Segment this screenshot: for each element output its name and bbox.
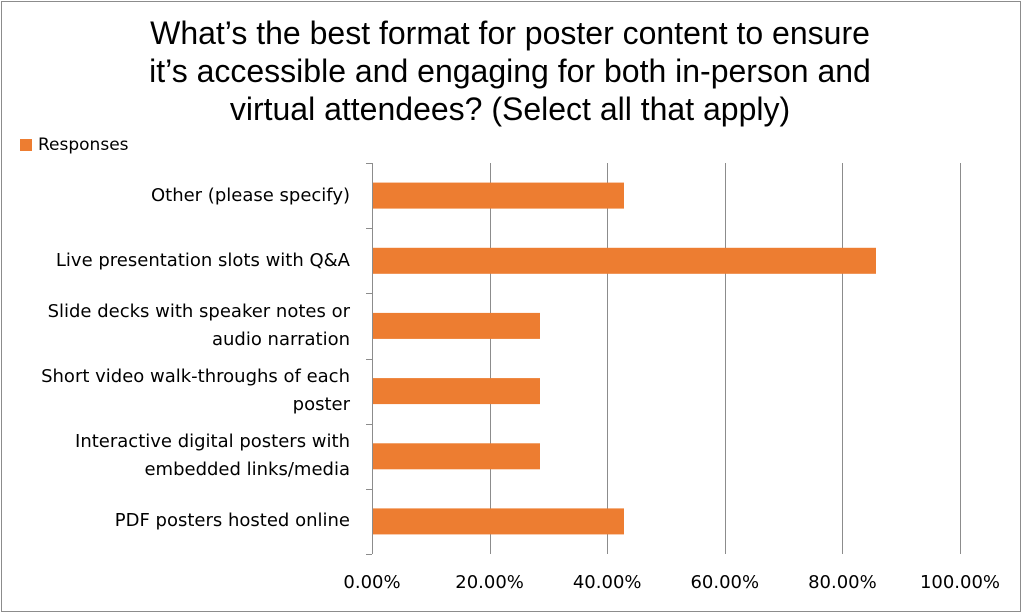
bar [373,247,876,274]
bar [373,508,624,535]
x-tick-label: 100.00% [919,572,1001,593]
chart-legend: Responses [20,134,129,156]
chart-title: What’s the best format for poster conten… [80,14,940,128]
category-label-line: Slide decks with speaker notes or [47,300,350,322]
category-label-line: embedded links/media [144,459,350,481]
category-label-line: Other (please specify) [150,184,350,206]
x-tick-label: 60.00% [690,572,760,593]
category-label-line: PDF posters hosted online [114,510,350,532]
category-label: Live presentation slots with Q&A [0,247,350,275]
category-label: Slide decks with speaker notes or audio n… [0,298,350,354]
category-label: PDF posters hosted online [0,507,350,535]
bar [373,312,540,339]
category-label: Other (please specify) [0,182,350,210]
bar [373,182,624,209]
x-tick-label: 40.00% [572,572,642,593]
chart-title-line-2: it’s accessible and engaging for both in… [149,53,871,89]
x-tick-label: 0.00% [343,572,401,593]
chart-title-line-1: What’s the best format for poster conten… [150,15,870,51]
chart-title-line-3: virtual attendees? (Select all that appl… [229,91,791,127]
category-label-line: poster [292,394,350,416]
bar [373,378,540,405]
bar [373,443,540,470]
category-label-line: audio narration [211,328,350,350]
legend-label: Responses [38,135,129,155]
category-label-line: Interactive digital posters with [75,431,350,453]
category-label-line: Short video walk-throughs of each [41,366,350,388]
x-tick-label: 80.00% [808,572,877,593]
x-tick-label: 20.00% [455,572,524,593]
category-label: Short video walk-throughs of each poster [0,363,350,419]
category-label-line: Live presentation slots with Q&A [55,249,350,271]
legend-swatch [20,139,32,151]
category-label: Interactive digital posters with embedded… [0,428,350,484]
